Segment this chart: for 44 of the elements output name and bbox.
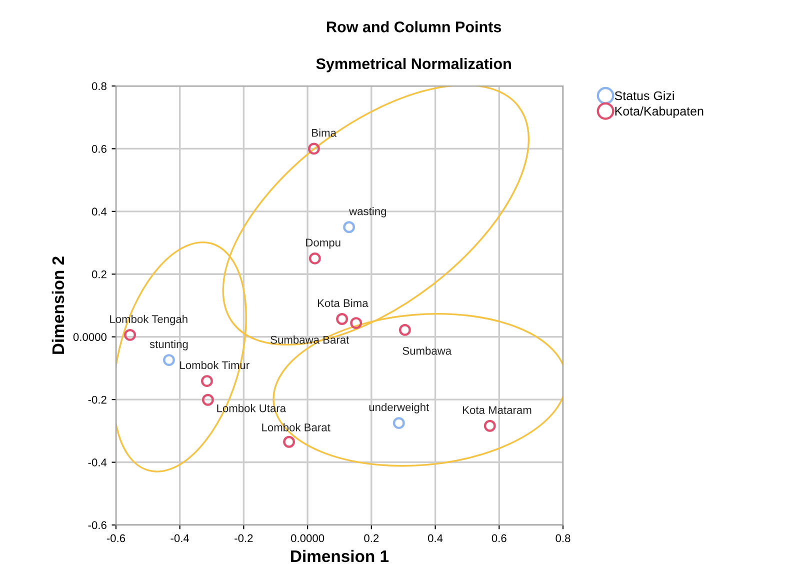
point bbox=[484, 420, 496, 432]
x-tick-label: -0.2 bbox=[234, 534, 253, 542]
annotation: Kota Mataram bbox=[463, 406, 532, 414]
point bbox=[202, 394, 214, 406]
chart-title: Row and Column Points bbox=[327, 21, 502, 32]
x-axis-title: Dimension 1 bbox=[291, 550, 389, 562]
point bbox=[201, 375, 213, 388]
legend-label: Kota/Kabupaten bbox=[615, 106, 704, 118]
annotation: Bima bbox=[312, 128, 336, 137]
point bbox=[343, 221, 356, 234]
y-tick-label: 0.6 bbox=[92, 144, 106, 153]
chart-subtitle: Symmetrical Normalization bbox=[316, 58, 511, 72]
y-tick-label: 0.0000 bbox=[73, 333, 107, 341]
y-tick-label: -0.6 bbox=[88, 521, 106, 530]
y-tick-label: -0.2 bbox=[88, 396, 106, 404]
point bbox=[308, 142, 320, 155]
point bbox=[283, 436, 296, 448]
y-axis-title: Dimension 2 bbox=[52, 256, 64, 354]
point bbox=[350, 317, 362, 330]
y-tick-label: 0.8 bbox=[92, 82, 106, 90]
legend-label: Status Gizi bbox=[614, 90, 674, 100]
point bbox=[163, 354, 175, 366]
annotation: underweight bbox=[369, 402, 430, 414]
x-tick-label: 0.6 bbox=[492, 534, 506, 542]
y-tick-label: 0.2 bbox=[92, 270, 106, 278]
x-tick-label: 0.8 bbox=[556, 534, 570, 542]
point bbox=[398, 324, 411, 336]
point bbox=[336, 313, 348, 325]
annotation: Kota Bima bbox=[318, 298, 368, 308]
annotation: Sumbawa bbox=[402, 346, 452, 355]
y-tick-label: 0.4 bbox=[92, 208, 107, 216]
point bbox=[308, 252, 321, 264]
point bbox=[124, 328, 136, 341]
x-tick-label: 0.2 bbox=[364, 534, 379, 542]
x-tick-label: -0.4 bbox=[170, 534, 190, 542]
x-tick-label: 0.4 bbox=[428, 534, 443, 542]
annotation: Dompu bbox=[306, 238, 340, 249]
annotation: stunting bbox=[150, 340, 188, 350]
annotation: Sumbawa Barat bbox=[270, 336, 350, 344]
y-tick-label: -0.4 bbox=[88, 458, 107, 466]
x-tick-label: -0.6 bbox=[106, 534, 126, 542]
point bbox=[392, 417, 405, 430]
annotation: wasting bbox=[349, 207, 386, 218]
x-tick-label: 0.0000 bbox=[291, 534, 324, 542]
